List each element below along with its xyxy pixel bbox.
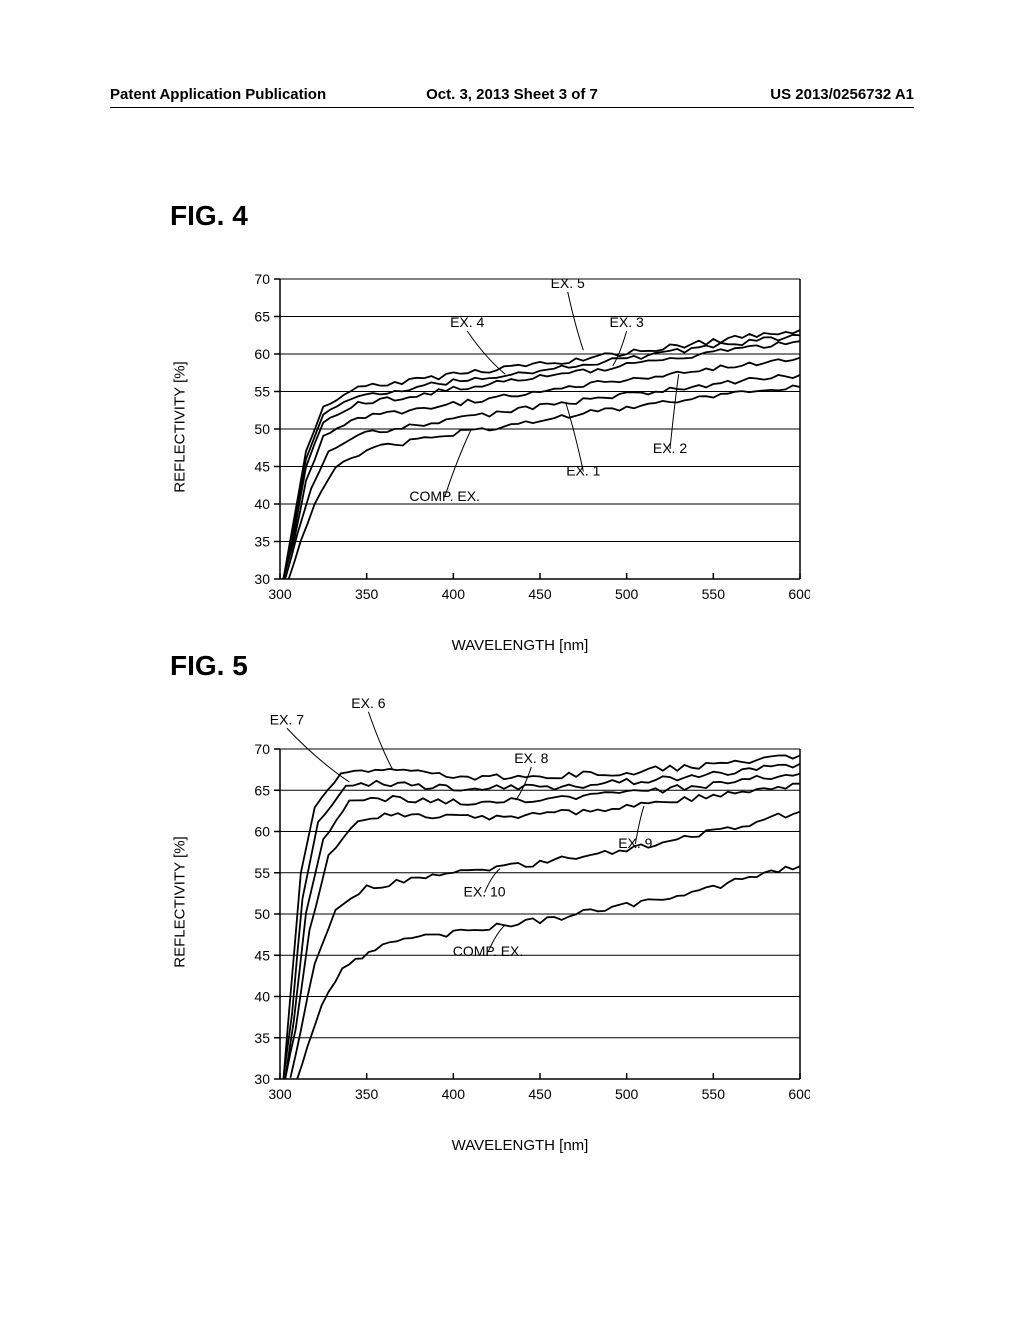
figure-5-block: FIG. 5 REFLECTIVITY [%] WAVELENGTH [nm] …	[170, 650, 810, 1109]
svg-text:500: 500	[615, 586, 639, 602]
svg-text:60: 60	[254, 346, 270, 362]
svg-text:EX. 1: EX. 1	[566, 463, 600, 479]
svg-text:35: 35	[254, 534, 270, 550]
page-header: Patent Application Publication Oct. 3, 2…	[110, 86, 914, 108]
header-left: Patent Application Publication	[110, 86, 378, 107]
svg-text:COMP. EX.: COMP. EX.	[409, 488, 480, 504]
svg-text:30: 30	[254, 571, 270, 587]
svg-text:55: 55	[254, 384, 270, 400]
svg-text:EX. 6: EX. 6	[351, 695, 385, 711]
figure-5-x-label: WAVELENGTH [nm]	[452, 1137, 589, 1154]
svg-text:60: 60	[254, 824, 270, 840]
svg-text:EX. 7: EX. 7	[270, 711, 304, 727]
figure-4-svg: 30 35 40 45 50 55 60 65 70 300 350 400 450 500 550 600 E…	[230, 244, 810, 609]
figure-4-title: FIG. 4	[170, 200, 810, 232]
svg-text:40: 40	[254, 989, 270, 1005]
svg-text:600: 600	[788, 1086, 810, 1102]
svg-text:300: 300	[268, 586, 292, 602]
figure-5-title: FIG. 5	[170, 650, 810, 682]
svg-text:300: 300	[268, 1086, 292, 1102]
svg-text:500: 500	[615, 1086, 639, 1102]
svg-text:EX. 5: EX. 5	[551, 275, 585, 291]
svg-text:70: 70	[254, 271, 270, 287]
svg-text:65: 65	[254, 782, 270, 798]
svg-text:35: 35	[254, 1030, 270, 1046]
svg-text:40: 40	[254, 496, 270, 512]
svg-text:70: 70	[254, 741, 270, 757]
svg-text:55: 55	[254, 865, 270, 881]
svg-text:350: 350	[355, 586, 379, 602]
svg-text:COMP. EX.: COMP. EX.	[453, 943, 524, 959]
figure-5-svg: 30 35 40 45 50 55 60 65 70 300 350 400 450 500 550 600 E…	[230, 694, 810, 1109]
svg-text:400: 400	[442, 586, 466, 602]
svg-text:50: 50	[254, 421, 270, 437]
svg-text:45: 45	[254, 459, 270, 475]
svg-text:EX. 10: EX. 10	[464, 884, 506, 900]
svg-text:350: 350	[355, 1086, 379, 1102]
svg-text:EX. 3: EX. 3	[610, 314, 644, 330]
svg-text:550: 550	[702, 1086, 726, 1102]
svg-text:EX. 9: EX. 9	[618, 835, 652, 851]
svg-text:450: 450	[528, 586, 552, 602]
figure-5-chart: REFLECTIVITY [%] WAVELENGTH [nm] 3035404…	[230, 694, 810, 1109]
svg-text:50: 50	[254, 906, 270, 922]
header-mid: Oct. 3, 2013 Sheet 3 of 7	[378, 86, 646, 107]
svg-text:45: 45	[254, 947, 270, 963]
svg-text:EX. 4: EX. 4	[450, 314, 484, 330]
header-right: US 2013/0256732 A1	[646, 86, 914, 107]
figure-5-y-label: REFLECTIVITY [%]	[172, 836, 189, 967]
svg-text:30: 30	[254, 1071, 270, 1087]
svg-text:550: 550	[702, 586, 726, 602]
svg-text:EX. 8: EX. 8	[514, 750, 548, 766]
figure-4-block: FIG. 4 REFLECTIVITY [%] WAVELENGTH [nm] …	[170, 200, 810, 609]
svg-text:EX. 2: EX. 2	[653, 440, 687, 456]
figure-4-chart: REFLECTIVITY [%] WAVELENGTH [nm] 3035404…	[230, 244, 810, 609]
svg-text:600: 600	[788, 586, 810, 602]
svg-text:450: 450	[528, 1086, 552, 1102]
figure-4-y-label: REFLECTIVITY [%]	[172, 361, 189, 492]
svg-text:400: 400	[442, 1086, 466, 1102]
svg-text:65: 65	[254, 309, 270, 325]
